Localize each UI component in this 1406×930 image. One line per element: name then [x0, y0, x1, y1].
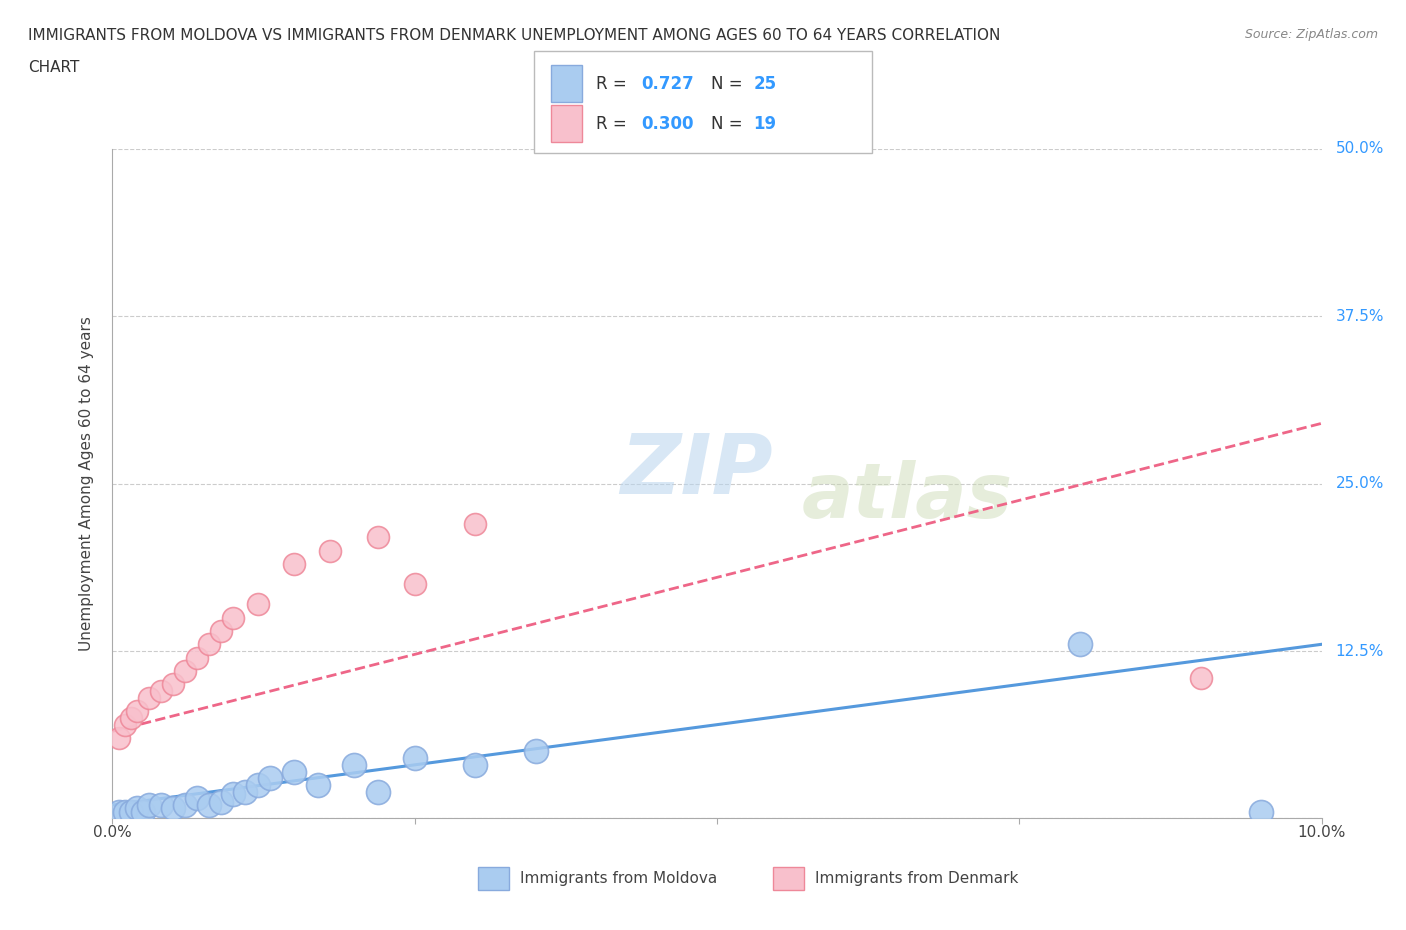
Point [186, 790, 208, 805]
Text: Immigrants from Moldova: Immigrants from Moldova [520, 871, 717, 886]
Text: 25.0%: 25.0% [1336, 476, 1384, 491]
Text: R =: R = [596, 114, 627, 133]
Point [246, 777, 269, 792]
Text: N =: N = [711, 74, 742, 93]
Point [198, 798, 221, 813]
Point [235, 784, 257, 799]
Point [464, 757, 486, 772]
Text: 0.0%: 0.0% [93, 825, 132, 840]
Point [209, 795, 232, 810]
Text: N =: N = [711, 114, 742, 133]
Point [283, 556, 305, 571]
Point [186, 650, 208, 665]
Point [222, 610, 245, 625]
Point [174, 664, 197, 679]
Text: 0.300: 0.300 [641, 114, 693, 133]
Point [132, 804, 155, 819]
Text: 37.5%: 37.5% [1336, 309, 1384, 324]
Text: 50.0%: 50.0% [1336, 141, 1384, 156]
Point [114, 717, 136, 732]
Point [198, 637, 221, 652]
Point [149, 684, 172, 698]
Y-axis label: Unemployment Among Ages 60 to 64 years: Unemployment Among Ages 60 to 64 years [79, 316, 94, 651]
Text: Source: ZipAtlas.com: Source: ZipAtlas.com [1244, 28, 1378, 41]
Text: IMMIGRANTS FROM MOLDOVA VS IMMIGRANTS FROM DENMARK UNEMPLOYMENT AMONG AGES 60 TO: IMMIGRANTS FROM MOLDOVA VS IMMIGRANTS FR… [28, 28, 1001, 43]
Point [107, 731, 129, 746]
Point [149, 798, 172, 813]
Text: Immigrants from Denmark: Immigrants from Denmark [815, 871, 1019, 886]
Point [283, 764, 305, 779]
Text: atlas: atlas [801, 460, 1012, 534]
Point [367, 784, 389, 799]
Point [524, 744, 547, 759]
Point [1250, 804, 1272, 819]
Point [1189, 671, 1212, 685]
Point [404, 751, 426, 765]
Point [125, 704, 148, 719]
Point [138, 798, 160, 813]
Point [307, 777, 329, 792]
Point [114, 804, 136, 819]
Point [246, 597, 269, 612]
Text: 0.727: 0.727 [641, 74, 695, 93]
Point [162, 677, 184, 692]
Point [209, 623, 232, 638]
Point [107, 804, 129, 819]
Text: ZIP: ZIP [620, 430, 773, 511]
Point [174, 798, 197, 813]
Point [162, 800, 184, 815]
Text: R =: R = [596, 74, 627, 93]
Point [259, 771, 281, 786]
Point [120, 711, 142, 725]
Point [1069, 637, 1091, 652]
Point [343, 757, 366, 772]
Text: 19: 19 [754, 114, 776, 133]
Point [404, 577, 426, 591]
Point [319, 543, 342, 558]
Point [367, 530, 389, 545]
Text: 25: 25 [754, 74, 776, 93]
Point [464, 516, 486, 531]
Text: 12.5%: 12.5% [1336, 644, 1384, 658]
Text: 10.0%: 10.0% [1298, 825, 1346, 840]
Point [222, 787, 245, 802]
Text: CHART: CHART [28, 60, 80, 75]
Point [120, 804, 142, 819]
Point [138, 690, 160, 705]
Point [125, 800, 148, 815]
